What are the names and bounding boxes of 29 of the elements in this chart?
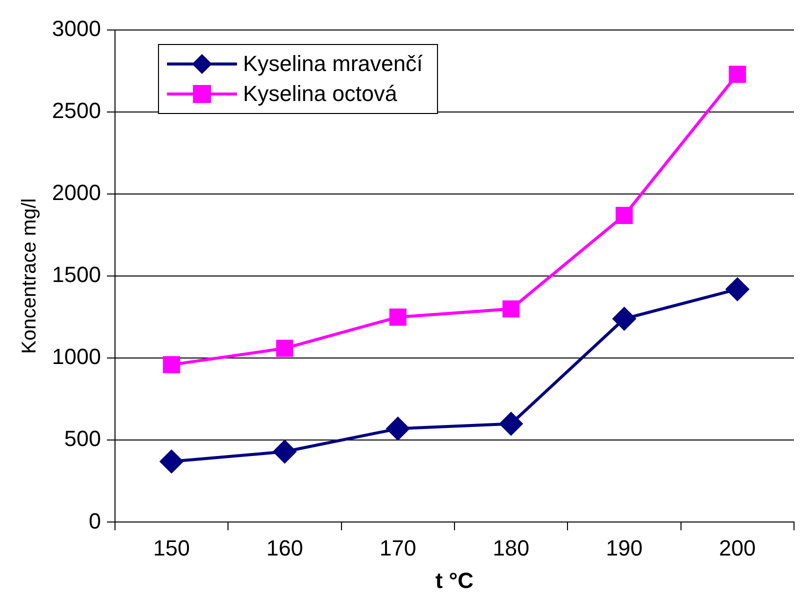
x-tick-label: 170 [380, 535, 416, 560]
y-axis-title: Koncentrace mg/l [18, 198, 41, 354]
point [273, 440, 296, 464]
y-tick-label: 2500 [52, 98, 101, 124]
point [162, 356, 180, 374]
point [502, 300, 520, 318]
legend-label: Kyselina octová [243, 81, 398, 107]
y-tick-label: 0 [88, 508, 101, 534]
x-tick-label: 190 [606, 535, 643, 560]
point [276, 340, 294, 357]
x-tick-label: 200 [719, 535, 756, 560]
point [160, 450, 184, 473]
point [726, 278, 749, 301]
y-tick-label: 1000 [52, 344, 101, 370]
y-tick-label: 3000 [52, 16, 101, 42]
x-tick-label: 180 [492, 535, 530, 560]
x-tick-label: 160 [266, 535, 304, 560]
x-tick-label: 150 [153, 535, 190, 560]
y-tick-label: 1500 [52, 262, 101, 288]
point [389, 308, 406, 326]
y-tick-label: 500 [64, 426, 101, 452]
point [616, 206, 633, 224]
point [500, 412, 523, 436]
x-axis-title: t °C [435, 568, 474, 593]
point [728, 66, 746, 83]
legend-label: Kyselina mravenčí [243, 51, 423, 77]
point [386, 417, 410, 440]
y-tick-label: 2000 [52, 180, 101, 206]
point [612, 307, 636, 330]
